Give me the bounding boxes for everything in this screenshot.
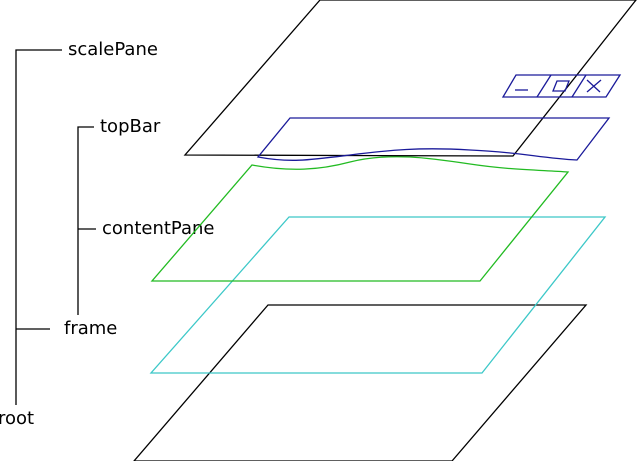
root-bracket — [15, 49, 62, 405]
window-buttons — [501, 74, 622, 98]
tree-lines — [15, 49, 96, 405]
root-layer — [133, 304, 588, 461]
frame-layer — [149, 216, 607, 374]
maximize-icon — [552, 80, 570, 92]
node-label: scalePane — [68, 39, 158, 60]
node-label: topBar — [100, 116, 161, 137]
node-label: contentPane — [102, 218, 214, 239]
scale-layer — [183, 0, 637, 157]
node-label: frame — [64, 318, 117, 339]
frame-bracket — [77, 126, 94, 315]
button-divider — [536, 74, 552, 98]
content-layer — [150, 156, 570, 282]
close-icon — [586, 79, 602, 93]
topbar-layer — [256, 117, 611, 161]
node-label: root — [0, 408, 34, 429]
button-divider — [571, 74, 587, 98]
